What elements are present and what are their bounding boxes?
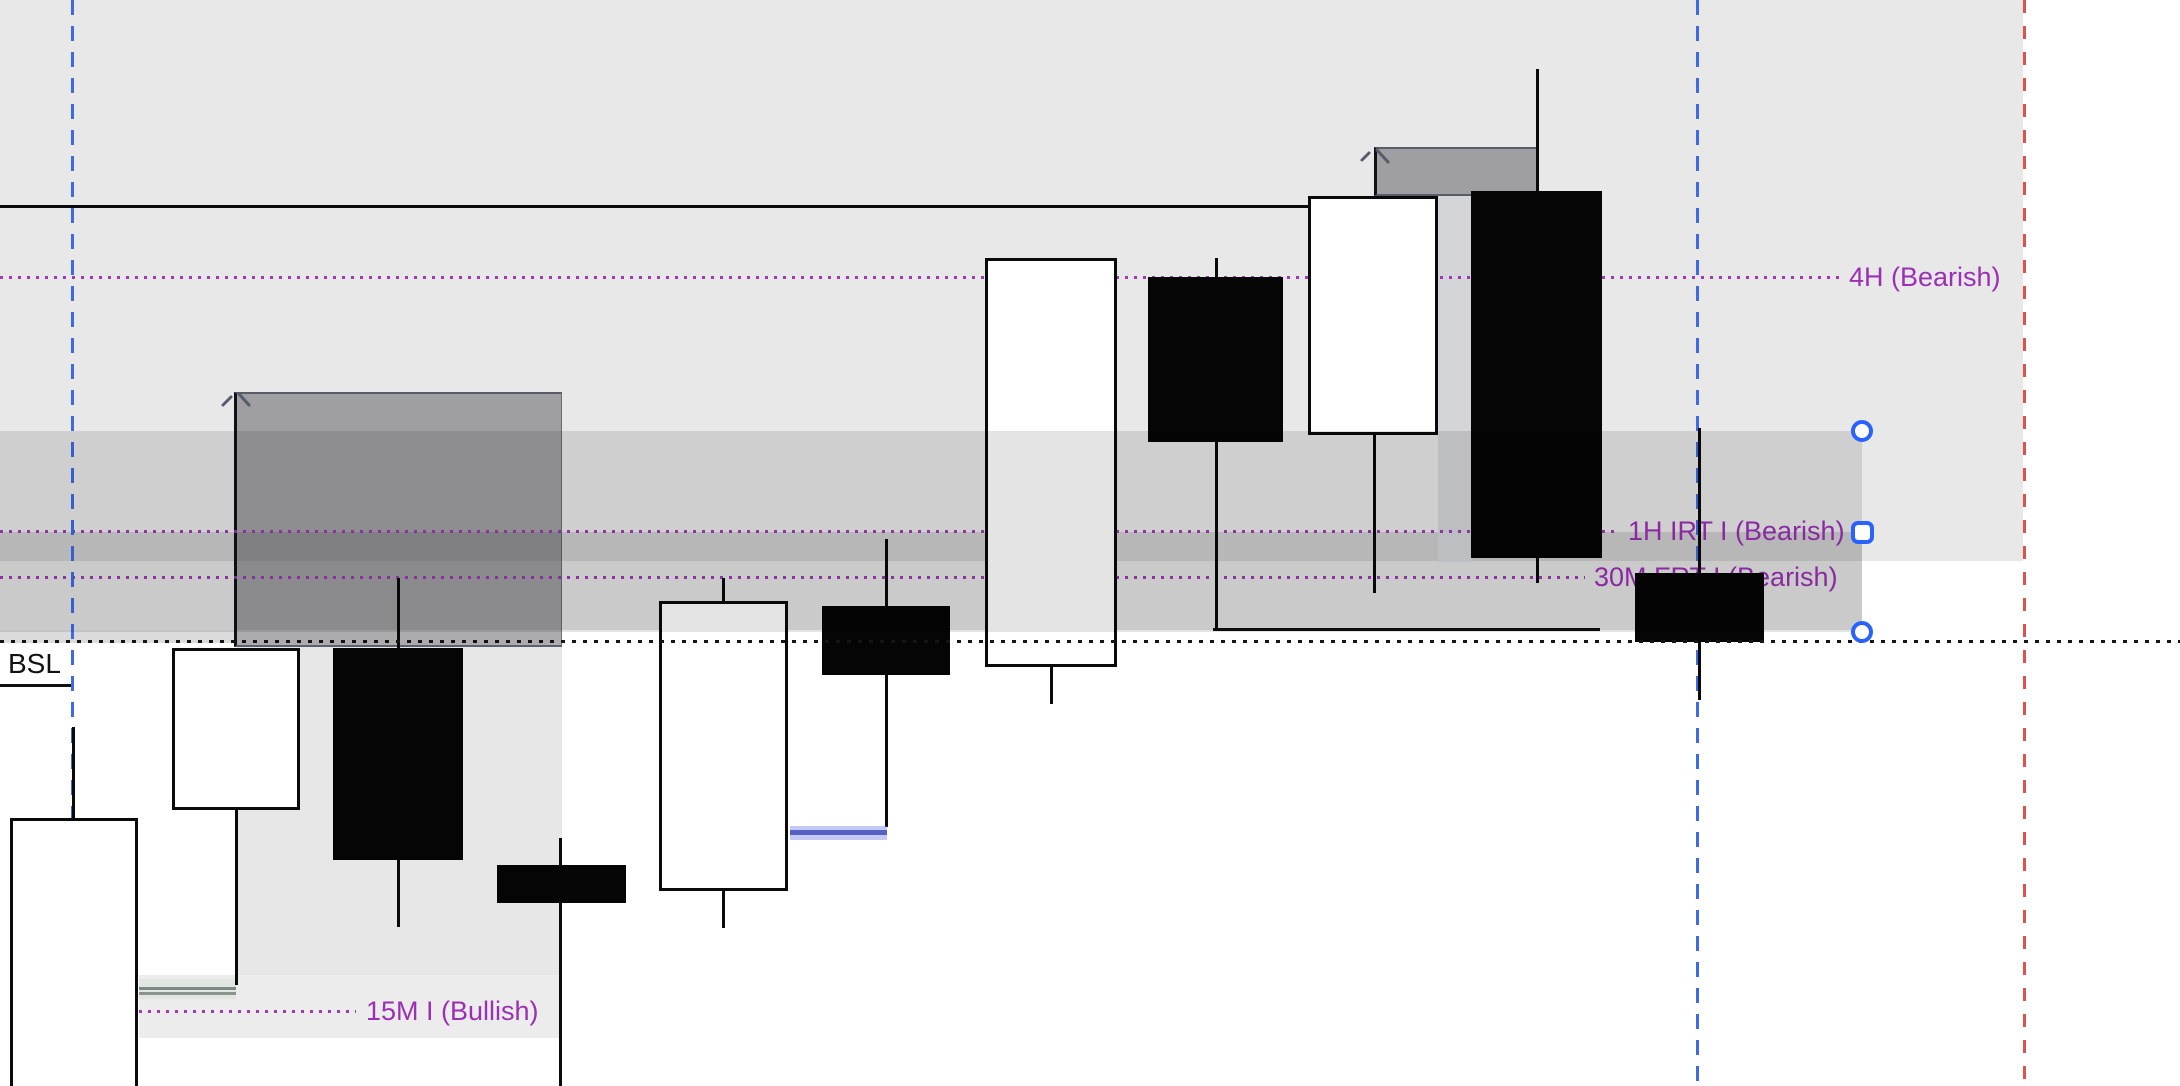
candle-body[interactable] [1308,196,1438,435]
m30-dotted-line[interactable] [0,576,1585,579]
candle-wick [1698,428,1701,700]
zone-mid-zone-gray-tail[interactable] [0,630,236,643]
m15-dotted-line[interactable] [139,1010,356,1013]
candle-wick [885,539,888,827]
label-1h-irt-bearish[interactable]: 1H IRT I (Bearish) [1628,516,1845,546]
label-bsl[interactable]: BSL [8,648,61,679]
candle-wick [235,648,238,985]
candle-body[interactable] [1148,277,1283,442]
silver-line-2 [139,992,236,995]
session-line-right[interactable] [2023,0,2026,1086]
candle-body[interactable] [497,865,626,903]
bsl-level-line[interactable] [0,684,73,687]
session-line-left[interactable] [71,0,74,1086]
h4-dotted-line[interactable] [0,276,1840,279]
candle-wick [559,838,562,1086]
selection-handle-circle[interactable] [1851,621,1873,643]
session-line-mid[interactable] [1696,0,1699,1086]
periwinkle-line[interactable] [790,830,887,835]
candle-body[interactable] [659,601,788,891]
label-4h-bearish[interactable]: 4H (Bearish) [1849,262,2001,292]
zone-hidden-column-zone[interactable] [1438,196,1472,562]
candle-body[interactable] [10,818,138,1086]
h1-dotted-line[interactable] [0,530,1618,533]
candle-body[interactable] [985,258,1117,667]
bsl-dotted-line[interactable] [0,640,2180,643]
candle-body[interactable] [172,648,300,810]
zone-selected-box-overlay[interactable] [0,431,1862,632]
box-anchor-icon [1360,148,1390,164]
candle-body[interactable] [1471,191,1602,558]
candle-body[interactable] [333,648,463,860]
low-ray-line[interactable] [1213,628,1600,631]
selection-handle-square[interactable] [1851,521,1874,544]
label-15m-bullish[interactable]: 15M I (Bullish) [366,996,539,1026]
silver-line-1 [139,987,236,990]
top-solid-line[interactable] [0,205,1310,208]
selection-handle-circle[interactable] [1851,420,1873,442]
box-anchor-icon [221,392,251,407]
candle-wick [1215,258,1218,630]
